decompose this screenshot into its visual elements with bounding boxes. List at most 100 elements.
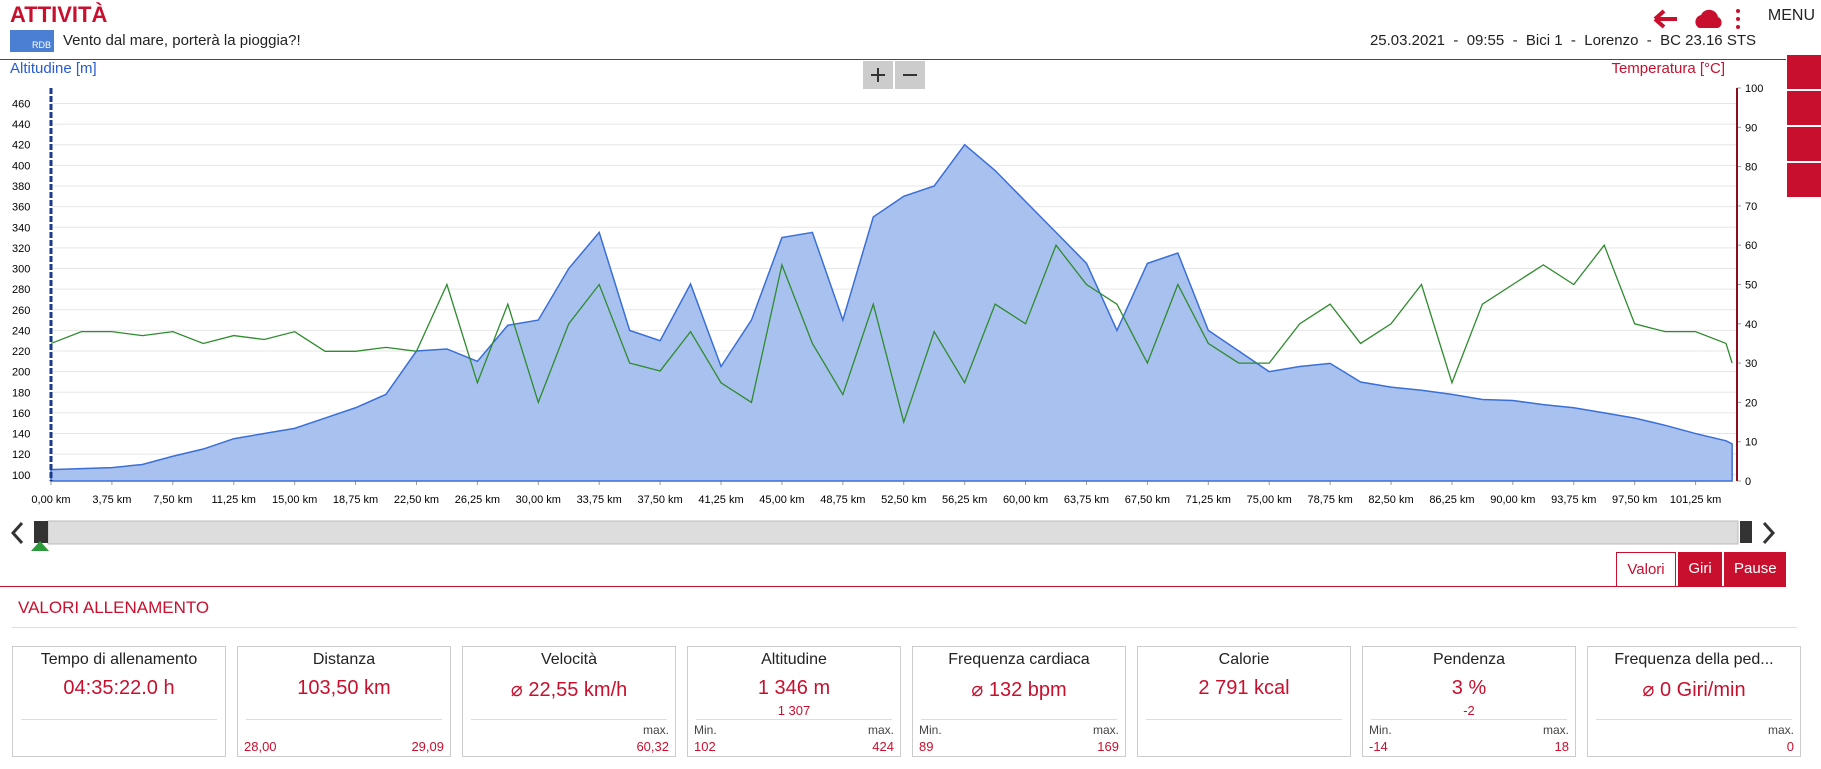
x-tick-label: 11,25 km	[212, 494, 256, 506]
y2-tick-label: 20	[1745, 397, 1757, 409]
x-tick-label: 30,00 km	[516, 494, 561, 506]
toolbar-line[interactable]	[1787, 91, 1821, 127]
stat-value: 103,50 km	[297, 677, 391, 699]
altitude-area	[50, 143, 1733, 482]
y2-tick-label: 80	[1745, 162, 1757, 174]
x-tick-label: 75,00 km	[1247, 494, 1292, 506]
x-tick-label: 45,00 km	[759, 494, 804, 506]
section-divider	[0, 586, 1786, 587]
header-divider	[0, 59, 1786, 60]
stat-min-label: Min.	[694, 723, 717, 737]
stat-panel: Calorie 2 791 kcal	[1137, 646, 1351, 757]
tab[interactable]: Giri	[1676, 552, 1722, 586]
x-tick-label: 22,50 km	[394, 494, 439, 506]
toolbar-average[interactable]	[1787, 127, 1821, 163]
stat-max-label: max.	[1092, 723, 1119, 737]
stat-min: 89	[919, 739, 934, 754]
x-tick-label: 41,25 km	[698, 494, 743, 506]
range-scrollbar[interactable]	[10, 520, 1786, 551]
y-tick-label: 140	[12, 429, 30, 441]
stat-value: ⌀ 22,55 km/h	[510, 679, 628, 701]
tab[interactable]: Valori	[1616, 552, 1676, 587]
stat-min: -14	[1369, 739, 1388, 754]
stat-min-label: Min.	[1369, 723, 1392, 737]
stat-divider	[921, 719, 1117, 720]
stat-divider	[246, 719, 442, 720]
y2-tick-label: 60	[1745, 240, 1757, 252]
stat-title: Frequenza cardiaca	[948, 651, 1090, 668]
stat-max: 29,09	[411, 739, 444, 754]
stat-max: 424	[872, 739, 894, 754]
stat-value: 04:35:22.0 h	[63, 677, 175, 699]
y-tick-label: 120	[12, 449, 30, 461]
zoom-buttons[interactable]	[863, 61, 925, 89]
y2-tick-label: 10	[1745, 437, 1757, 449]
tab[interactable]: Pause	[1722, 552, 1786, 586]
stat-value: ⌀ 0 Giri/min	[1642, 679, 1746, 701]
y2-axis-label[interactable]: Temperatura [°C]	[1611, 60, 1725, 77]
stat-divider	[696, 719, 892, 720]
x-tick-label: 37,50 km	[637, 494, 682, 506]
stat-value: 2 791 kcal	[1198, 677, 1290, 699]
y-tick-label: 240	[12, 325, 30, 337]
x-tick-label: 48,75 km	[820, 494, 865, 506]
x-tick-label: 52,50 km	[881, 494, 926, 506]
y-axis-label[interactable]: Altitudine [m]	[10, 60, 97, 77]
stat-panel: Frequenza della ped... ⌀ 0 Giri/min max. 0	[1587, 646, 1801, 757]
stat-panel: Tempo di allenamento 04:35:22.0 h	[12, 646, 226, 757]
stat-max: 18	[1554, 739, 1569, 754]
x-tick-label: 3,75 km	[92, 494, 131, 506]
stat-sub-value: 1 307	[777, 703, 811, 718]
y-tick-label: 220	[12, 346, 30, 358]
stat-divider	[1596, 719, 1792, 720]
stat-title: Frequenza della ped...	[1614, 651, 1774, 668]
stat-max-label: max.	[1542, 723, 1569, 737]
stat-max-label: max.	[1767, 723, 1794, 737]
y2-tick-label: 70	[1745, 201, 1757, 213]
y2-tick-label: 0	[1745, 476, 1751, 488]
stat-max-label: max.	[867, 723, 894, 737]
x-tick-label: 90,00 km	[1490, 494, 1535, 506]
y-tick-label: 160	[12, 408, 30, 420]
x-tick-label: 15,00 km	[272, 494, 317, 506]
stat-panel: Altitudine 1 346 m 1 307 Min. max. 102 424	[687, 646, 901, 757]
y-tick-label: 460	[12, 98, 30, 110]
stat-panel: Velocità ⌀ 22,55 km/h max. 60,32	[462, 646, 676, 757]
stat-panel: Frequenza cardiaca ⌀ 132 bpm Min. max. 89 169	[912, 646, 1126, 757]
stat-max-label: max.	[642, 723, 669, 737]
x-tick-label: 93,75 km	[1551, 494, 1596, 506]
y-tick-label: 360	[12, 202, 30, 214]
y2-tick-label: 100	[1745, 83, 1763, 95]
y2-tick-label: 30	[1745, 358, 1757, 370]
page-title: ATTIVITÀ	[10, 2, 108, 27]
stat-title: Velocità	[540, 651, 598, 668]
y2-tick-label: 90	[1745, 122, 1757, 134]
stat-panel: Pendenza 3 % -2 Min. max. -14 18	[1362, 646, 1576, 757]
toolbar-bars[interactable]	[1787, 163, 1821, 199]
y-tick-label: 320	[12, 243, 30, 255]
header-icons[interactable]	[1651, 6, 1741, 32]
toolbar-list[interactable]	[1787, 55, 1821, 91]
activity-subtitle: Vento dal mare, porterà la pioggia?!	[63, 32, 301, 49]
menu-button[interactable]: MENU	[1767, 7, 1815, 24]
section-underline	[12, 627, 1797, 628]
stat-value: 3 %	[1451, 677, 1487, 699]
stat-title: Distanza	[312, 651, 376, 668]
stat-title: Pendenza	[1432, 651, 1506, 668]
y2-tick-label: 50	[1745, 280, 1757, 292]
y-tick-label: 340	[12, 222, 30, 234]
chart: Altitudine [m] Temperatura [°C] 10012014…	[10, 60, 1786, 551]
stat-max: 60,32	[636, 739, 669, 754]
stat-min: 102	[694, 739, 716, 754]
stat-max: 169	[1097, 739, 1119, 754]
x-tick-label: 0,00 km	[31, 494, 70, 506]
stat-divider	[1371, 719, 1567, 720]
x-tick-label: 82,50 km	[1368, 494, 1413, 506]
x-tick-label: 26,25 km	[455, 494, 500, 506]
y-tick-label: 440	[12, 119, 30, 131]
stat-divider	[471, 719, 667, 720]
y-tick-label: 260	[12, 305, 30, 317]
stat-title: Altitudine	[761, 651, 827, 668]
activity-info: 25.03.2021 - 09:55 - Bici 1 - Lorenzo - …	[1369, 32, 1756, 49]
